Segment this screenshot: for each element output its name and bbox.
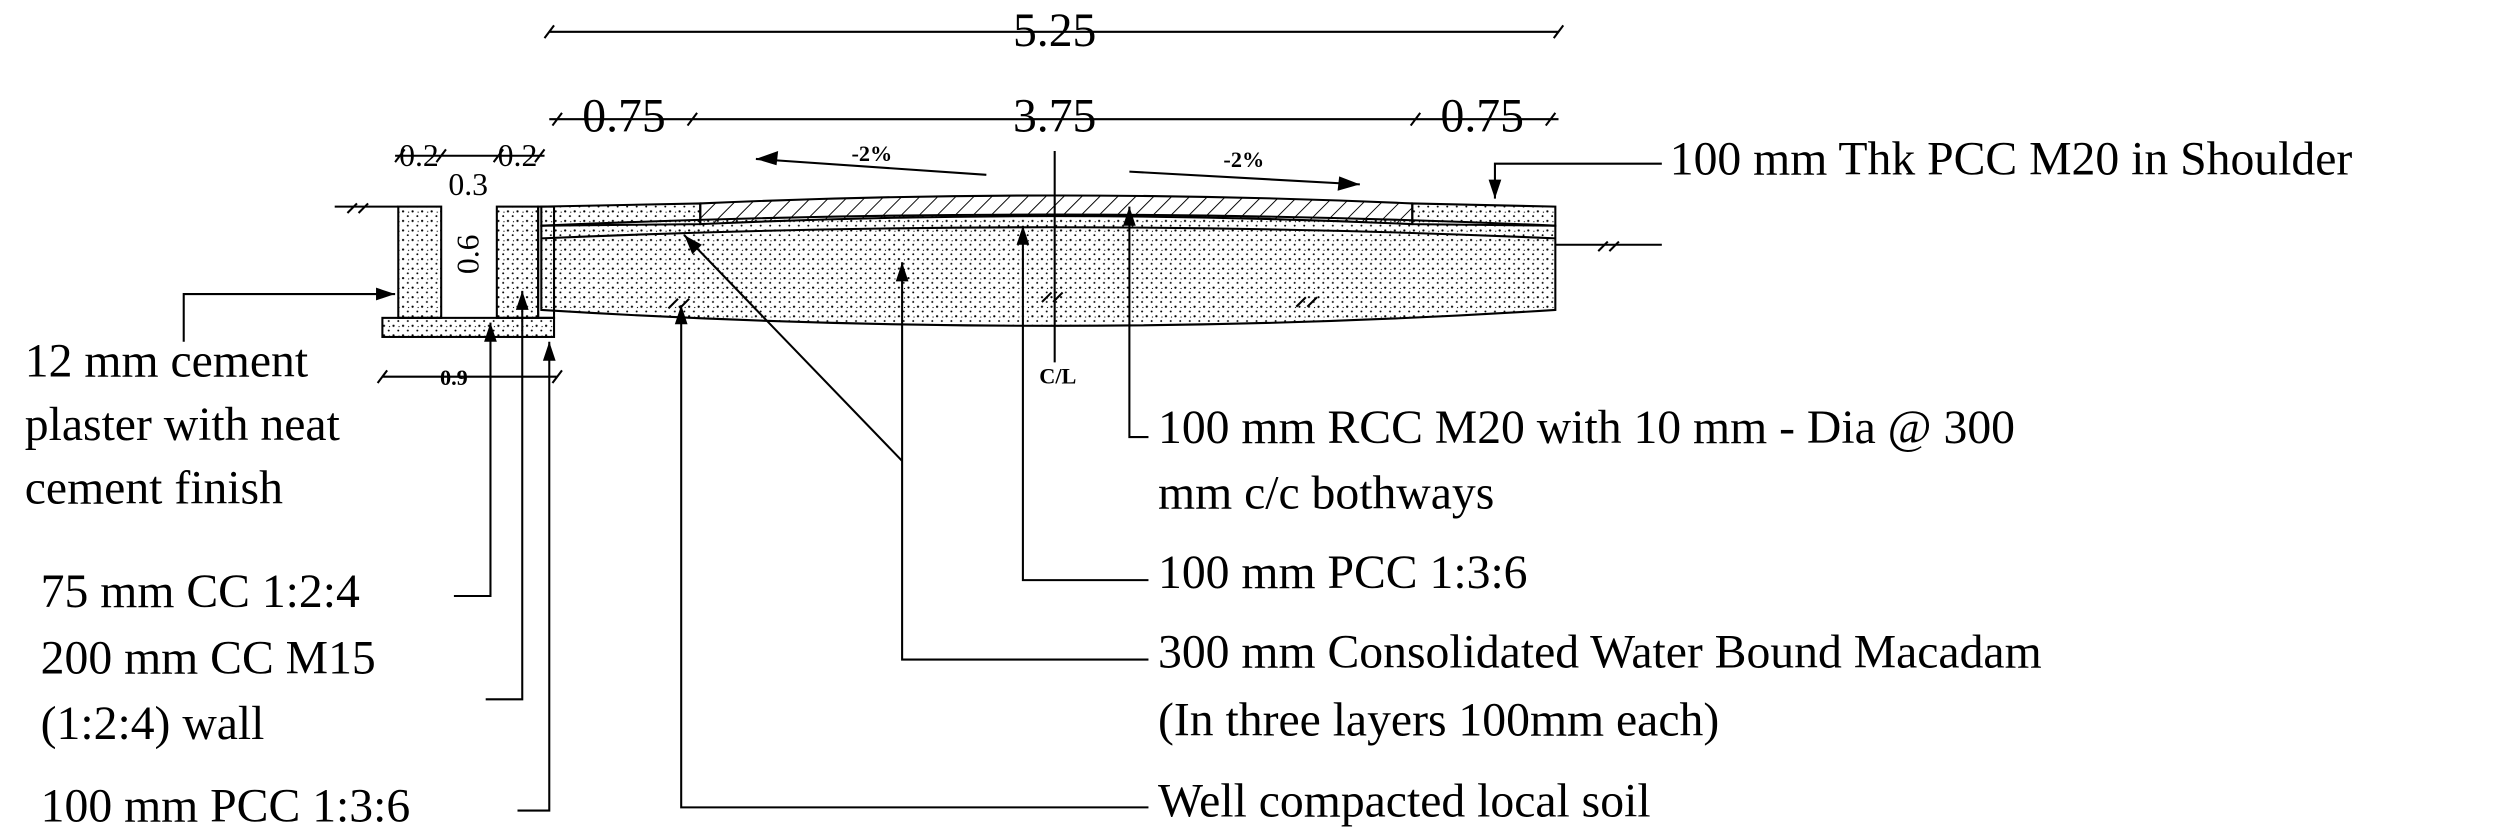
layout <box>182 24 1662 812</box>
dim-drain-wall: 0.2 <box>498 138 538 173</box>
dim-carriageway: 3.75 <box>1013 91 1096 143</box>
camber: -2% <box>1223 147 1264 172</box>
label: Well compacted local soil <box>1158 776 1651 828</box>
label: 200 mm CC M15 <box>41 633 376 685</box>
dim-left-shoulder: 0.75 <box>582 91 665 143</box>
label: 100 mm RCC M20 with 10 mm - Dia @ 300 <box>1158 402 2015 454</box>
camber: -2% <box>852 141 893 166</box>
label: 100 mm PCC 1:3:6 <box>1158 547 1528 599</box>
dim-drain-wall: 0.2 <box>399 138 439 173</box>
dim-drain-depth: 0.6 <box>451 234 486 274</box>
dim-overall: 5.25 <box>1013 5 1096 57</box>
dim-drain-width: 0.3 <box>448 167 488 202</box>
label: (1:2:4) wall <box>41 698 265 750</box>
dim-drain-base: 0.9 <box>440 365 468 390</box>
label: (In three layers 100mm each) <box>1158 695 1719 747</box>
label: 100 mm Thk PCC M20 in Shoulder <box>1670 134 2353 186</box>
label: plaster with neat <box>25 399 340 451</box>
dim-right-shoulder: 0.75 <box>1441 91 1524 143</box>
label: 100 mm PCC 1:3:6 <box>41 781 411 833</box>
label: 12 mm cement <box>25 335 308 387</box>
label: 300 mm Consolidated Water Bound Macadam <box>1158 626 2042 678</box>
label: 75 mm CC 1:2:4 <box>41 566 360 618</box>
centre-line: C/L <box>1039 363 1076 388</box>
label: cement finish <box>25 463 283 515</box>
label: mm c/c bothways <box>1158 467 1494 519</box>
